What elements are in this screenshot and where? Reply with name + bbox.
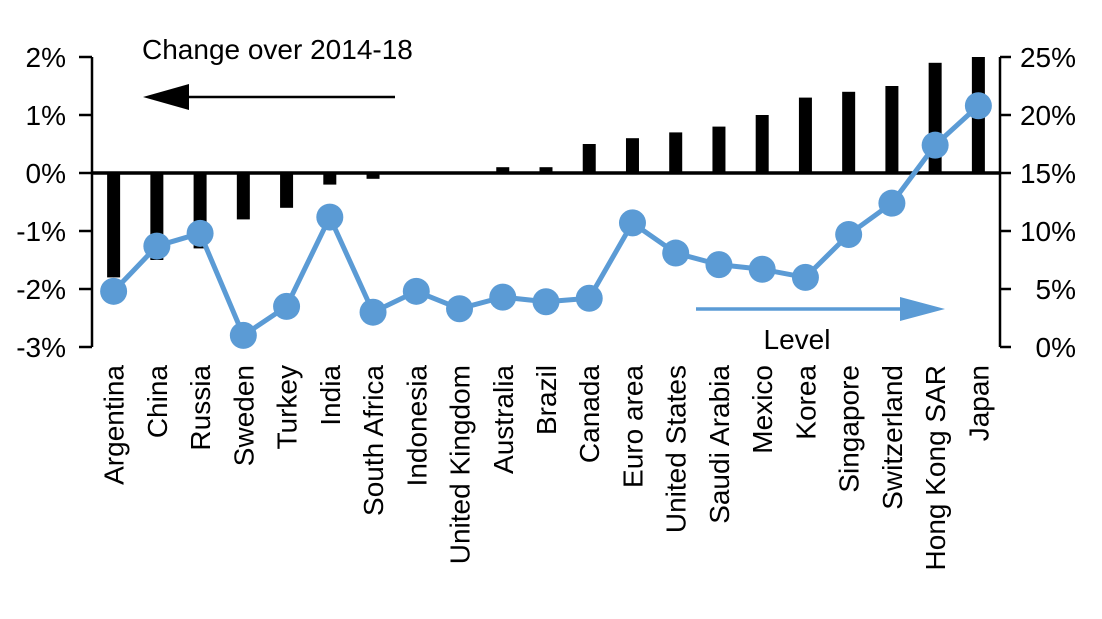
- right-axis-tick-label: 5%: [1036, 274, 1076, 305]
- level-marker-australia: [489, 283, 517, 311]
- level-marker-russia: [186, 219, 214, 247]
- level-marker-turkey: [273, 292, 301, 320]
- level-marker-switzerland: [878, 189, 906, 217]
- bar-united-states: [669, 132, 683, 173]
- bar-singapore: [842, 91, 856, 173]
- bars-series-label: Change over 2014-18: [142, 34, 413, 65]
- category-label: Australia: [488, 365, 519, 474]
- left-axis-tick-label: 1%: [26, 100, 66, 131]
- level-marker-mexico: [748, 255, 776, 283]
- line-series-label: Level: [763, 324, 831, 355]
- bar-australia: [496, 167, 510, 173]
- bar-india: [323, 173, 337, 185]
- right-axis-tick-label: 15%: [1020, 158, 1076, 189]
- category-label: Switzerland: [877, 365, 908, 510]
- level-marker-south-africa: [359, 298, 387, 326]
- left-axis-tick-label: 2%: [26, 42, 66, 73]
- category-label: Singapore: [834, 365, 865, 493]
- right-arrow-icon: [696, 297, 945, 321]
- bar-brazil: [539, 167, 553, 173]
- category-label: Mexico: [747, 365, 778, 454]
- bar-turkey: [280, 173, 294, 208]
- level-marker-korea: [791, 263, 819, 291]
- bar-korea: [798, 97, 812, 173]
- bar-mexico: [755, 115, 769, 173]
- category-label: Hong Kong SAR: [920, 365, 951, 570]
- bar-canada: [582, 144, 596, 173]
- level-marker-united-kingdom: [446, 295, 474, 323]
- right-axis-tick-label: 20%: [1020, 100, 1076, 131]
- level-marker-india: [316, 203, 344, 231]
- left-axis-tick-label: -3%: [16, 332, 66, 363]
- category-label: Sweden: [228, 365, 259, 466]
- left-arrow-icon: [143, 84, 395, 110]
- level-marker-euro-area: [618, 209, 646, 237]
- category-label: Russia: [185, 365, 216, 451]
- category-label: United States: [661, 365, 692, 533]
- bar-argentina: [107, 173, 121, 278]
- level-marker-united-states: [662, 239, 690, 267]
- level-marker-singapore: [835, 220, 863, 248]
- category-label: South Africa: [358, 365, 389, 516]
- left-axis-tick-label: -2%: [16, 274, 66, 305]
- category-label: Canada: [574, 365, 605, 464]
- level-marker-argentina: [100, 277, 128, 305]
- category-label: United Kingdom: [445, 365, 476, 564]
- category-label: Argentina: [99, 365, 130, 485]
- bar-south-africa: [366, 173, 380, 179]
- category-label: Turkey: [272, 365, 303, 450]
- left-axis-tick-label: -1%: [16, 216, 66, 247]
- level-marker-saudi-arabia: [705, 251, 733, 279]
- category-label: China: [142, 365, 173, 439]
- category-label: Euro area: [617, 365, 648, 488]
- category-label: Saudi Arabia: [704, 365, 735, 524]
- level-marker-sweden: [229, 321, 257, 349]
- plot-layer: 2% 1% 0% -1% -2% -3% 25% 20% 15% 10% 5% 0% Argentina…: [16, 42, 1076, 570]
- level-marker-japan: [964, 92, 992, 120]
- right-axis-tick-label: 10%: [1020, 216, 1076, 247]
- level-marker-china: [143, 232, 171, 260]
- level-marker-canada: [575, 284, 603, 312]
- bar-sweden: [236, 173, 250, 220]
- category-label: India: [315, 365, 346, 426]
- category-label: Japan: [963, 365, 994, 441]
- level-marker-brazil: [532, 288, 560, 316]
- level-marker-hong-kong-sar: [921, 131, 949, 159]
- bar-switzerland: [885, 86, 899, 173]
- right-axis-tick-label: 0%: [1036, 332, 1076, 363]
- category-label: Indonesia: [401, 365, 432, 487]
- bar-euro-area: [625, 138, 639, 173]
- bar-saudi-arabia: [712, 126, 726, 173]
- left-axis-tick-label: 0%: [26, 158, 66, 189]
- right-axis-tick-label: 25%: [1020, 42, 1076, 73]
- category-label: Korea: [790, 365, 821, 440]
- category-label: Brazil: [531, 365, 562, 435]
- level-marker-indonesia: [402, 277, 430, 305]
